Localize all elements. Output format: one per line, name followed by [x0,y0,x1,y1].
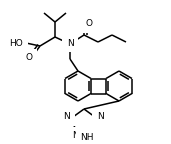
Text: O: O [86,19,93,29]
Text: N: N [91,130,98,139]
Text: HO: HO [9,38,23,48]
Text: N: N [72,131,79,140]
Text: NH: NH [80,133,94,142]
Text: O: O [25,54,32,62]
Text: N: N [63,112,70,122]
Text: N: N [67,38,73,48]
Text: N: N [97,112,104,122]
